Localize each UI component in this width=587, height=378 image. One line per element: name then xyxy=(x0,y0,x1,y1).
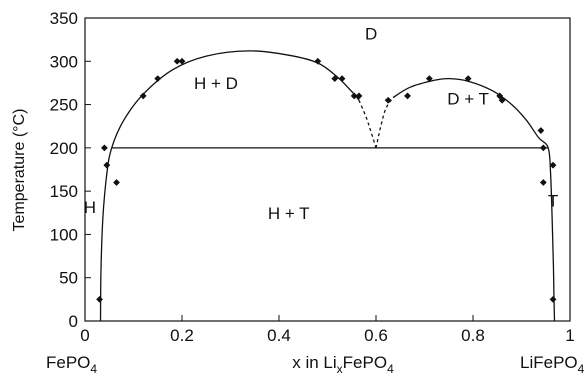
region-label: H xyxy=(84,198,96,217)
data-point xyxy=(404,92,411,100)
axis-ticks: 0 0.2 0.4 0.6 0.8 1 0 50 100 150 200 250 300 350 xyxy=(50,9,575,345)
x-axis-label-sub2: 4 xyxy=(387,362,394,376)
data-point xyxy=(384,96,392,104)
phase-boundaries xyxy=(99,50,556,322)
data-point xyxy=(173,57,181,65)
y-tick-label: 100 xyxy=(50,225,78,244)
y-axis-label: Temperature (°C) xyxy=(11,109,28,232)
x-tick-label: 0.6 xyxy=(364,326,388,345)
data-point xyxy=(101,144,108,152)
data-points xyxy=(96,57,557,303)
data-point xyxy=(498,96,506,104)
data-point xyxy=(355,92,363,100)
x-axis-label: x in LixFePO4 xyxy=(292,353,394,376)
y-tick-label: 250 xyxy=(50,96,78,115)
data-point xyxy=(350,92,358,100)
x-end-label-left-main: FePO xyxy=(46,353,90,372)
data-point xyxy=(549,295,557,303)
data-point xyxy=(113,179,120,186)
data-point xyxy=(338,75,346,82)
region-label: D + T xyxy=(447,90,489,109)
x-tick-label: 0.4 xyxy=(267,326,291,345)
data-point xyxy=(331,75,339,82)
y-tick-label: 200 xyxy=(50,139,78,158)
region-labels: H H + D D D + T H + T T xyxy=(84,25,559,223)
data-point xyxy=(549,161,557,169)
region-label: H + T xyxy=(268,204,310,223)
data-point xyxy=(314,57,322,65)
x-end-label-right-main: LiFePO xyxy=(520,353,578,372)
data-point xyxy=(539,144,547,152)
region-label: H + D xyxy=(194,74,238,93)
x-tick-label: 1 xyxy=(565,326,574,345)
x-end-label-left: FePO4 xyxy=(46,353,97,376)
data-point xyxy=(464,75,472,82)
x-axis-label-pre: x in Li xyxy=(292,353,336,372)
data-point xyxy=(539,179,547,186)
y-tick-label: 300 xyxy=(50,52,78,71)
x-tick-label: 0 xyxy=(80,326,89,345)
data-point xyxy=(154,75,162,82)
left-dashed-curve xyxy=(358,99,377,149)
data-point xyxy=(425,75,433,82)
x-tick-label: 0.2 xyxy=(170,326,194,345)
data-point xyxy=(496,92,504,100)
plot-frame xyxy=(84,17,571,322)
region-label: D xyxy=(365,25,377,44)
x-end-label-left-sub: 4 xyxy=(90,362,97,376)
data-point xyxy=(178,57,186,65)
data-point xyxy=(139,92,147,100)
data-point xyxy=(103,161,111,169)
x-axis-label-sub: x xyxy=(337,362,343,376)
region-label: T xyxy=(548,192,558,211)
left-solvus-curve xyxy=(99,50,360,322)
x-end-label-right: LiFePO4 xyxy=(520,353,585,376)
y-tick-label: 150 xyxy=(50,182,78,201)
right-dashed-curve xyxy=(375,97,394,149)
y-tick-label: 50 xyxy=(59,269,78,288)
y-tick-label: 0 xyxy=(69,312,78,331)
y-tick-label: 350 xyxy=(50,9,78,28)
x-axis-label-post: FePO xyxy=(343,353,387,372)
right-solvus-curve xyxy=(392,77,556,322)
data-point xyxy=(537,127,545,134)
data-point xyxy=(96,295,103,303)
x-tick-label: 0.8 xyxy=(461,326,485,345)
x-end-label-right-sub: 4 xyxy=(578,362,585,376)
